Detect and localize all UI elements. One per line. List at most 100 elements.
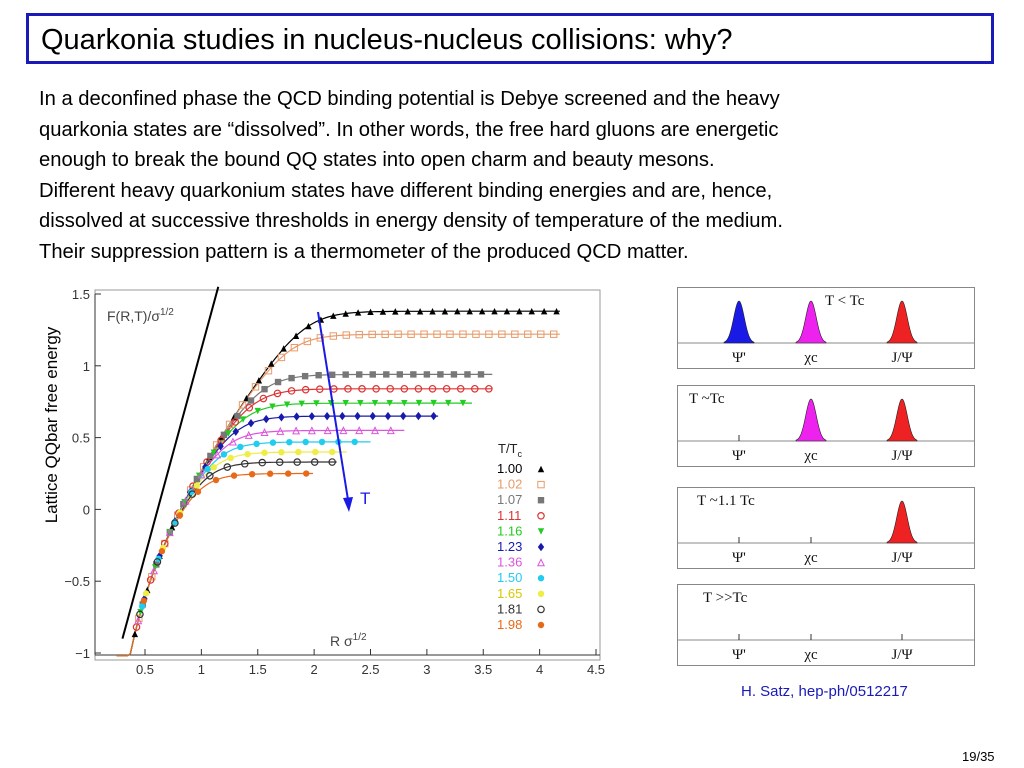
data-point [423,371,431,378]
data-point [477,371,485,378]
data-point [206,472,214,480]
data-point [446,330,454,338]
data-point [146,576,155,584]
spectral-panel: T < Tc Ψ' χc J/Ψ [677,287,975,369]
data-point [404,308,411,315]
data-point [280,345,287,352]
data-point [301,372,309,380]
data-point [354,411,361,421]
data-point [450,371,458,378]
data-point [407,330,415,338]
data-point [416,308,424,315]
data-point [308,412,316,421]
data-point [355,330,363,339]
legend-marker [537,465,545,473]
data-point [225,430,232,437]
data-point [316,334,325,342]
legend-label: 1.16 [497,523,522,538]
spectral-panel: T >>Tc Ψ' χc J/Ψ [677,584,975,666]
data-point [266,470,274,477]
data-point [356,371,363,378]
data-point [292,332,300,339]
y-tick-label: 1 [83,359,90,374]
data-point [274,378,282,386]
data-point [456,384,465,393]
data-point [273,389,282,398]
series-markers-1.81 [136,458,336,619]
data-point [330,312,337,319]
data-point [220,451,228,458]
data-point [399,411,407,421]
y-tick-label: 0 [83,502,90,517]
data-point [369,411,376,421]
data-point [315,385,324,393]
data-point [188,490,197,498]
data-point [153,558,162,566]
data-point [248,470,256,478]
data-point [441,308,449,315]
data-point [342,371,349,378]
body-line: quarkonia states are “dissolved”. In oth… [39,118,779,141]
data-point [339,411,346,421]
data-point [135,614,143,623]
data-point [354,309,362,316]
data-point [278,449,285,456]
data-point [430,411,437,421]
data-point [231,418,240,426]
data-point [540,308,548,315]
panel-condition: T >>Tc [703,590,748,606]
data-point [528,308,535,315]
data-point [134,616,143,625]
title-box: Quarkonia studies in nucleus-nucleus col… [26,13,994,64]
series-markers-1.36 [134,426,395,625]
panel-condition: T < Tc [825,293,865,309]
data-point [310,458,319,466]
data-point [171,519,179,527]
data-point [193,475,201,483]
data-point [193,482,201,489]
data-point [239,416,247,423]
data-point [247,419,255,428]
inner-y-label: F(R,T)/σ1/2 [107,307,174,324]
legend-marker [537,480,545,489]
x-tick-label: 4 [536,662,543,677]
data-point [137,609,144,616]
x-tick-label: 3.5 [474,662,492,677]
peak-label: χc [803,647,818,663]
x-tick-label: 1 [198,662,205,677]
data-point [292,426,301,435]
legend-label: 1.36 [497,555,522,570]
data-point [220,431,228,439]
data-point [207,452,214,460]
spectral-peak [723,300,755,344]
legend-label: 1.23 [497,539,522,554]
spectral-panel: T ~Tc Ψ' χc J/Ψ [677,385,975,467]
body-paragraph: In a deconfined phase the QCD binding po… [39,84,999,267]
data-point [550,330,558,338]
series-markers-1.23 [141,411,437,604]
legend-marker [537,542,545,552]
x-tick-label: 3 [423,662,430,677]
data-point [415,399,423,407]
data-point [485,330,493,338]
legend-label: 1.11 [497,508,521,523]
data-point [166,528,174,536]
data-point [295,448,302,456]
data-point [212,476,220,484]
data-point [232,427,239,436]
legend-label: 1.02 [497,477,522,492]
legend-title: T/Tc [498,441,523,459]
panel-condition: T ~1.1 Tc [697,493,755,509]
data-point [276,426,285,435]
peak-label: Ψ' [732,647,746,663]
legend-marker [537,621,545,629]
data-point [293,458,302,466]
data-point [323,411,331,421]
data-point [269,439,277,446]
data-point [323,426,332,435]
data-point [264,367,273,375]
legend-marker [537,511,545,520]
data-point [396,371,404,378]
legend-marker [537,605,545,614]
data-point [400,384,409,393]
